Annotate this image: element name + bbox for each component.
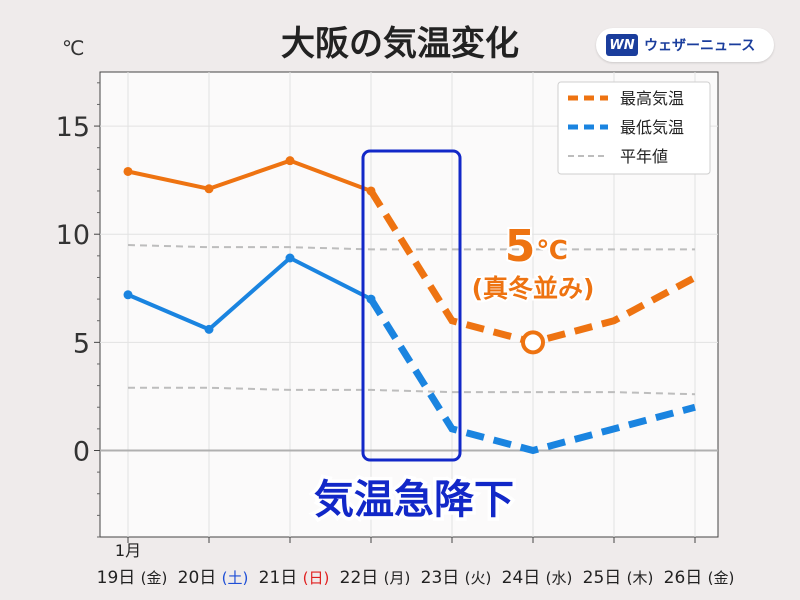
y-tick-label: 5 [73,328,90,359]
y-tick-label: 0 [73,436,90,467]
max-temp-point [285,156,295,166]
x-day-label: 24日 [502,568,541,588]
x-day-label: 26日 [664,568,703,588]
min-temp-point [285,253,295,263]
legend-label-normal: 平年値 [620,147,668,166]
highlight-point-marker [521,330,545,355]
min-temp-point [204,324,214,334]
y-axis-unit-label: ℃ [62,36,85,60]
min-temp-observed-line [127,256,372,332]
x-weekday-label: (金) [708,569,735,587]
x-day-label: 19日 [97,568,136,588]
x-weekday-label: (月) [384,569,411,587]
x-day-label: 21日 [259,568,298,588]
max-temp-point [123,166,133,176]
x-day-label: 20日 [178,568,217,588]
x-day-label: 25日 [583,568,622,588]
x-day-label: 22日 [340,568,379,588]
x-weekday-label: (水) [546,569,573,587]
brand-name: ウェザーニュース [644,38,756,54]
highlight-note-label: (真冬並み) [472,274,595,303]
min-temp-point [366,294,376,304]
normal-low-line [128,386,696,396]
x-weekday-label: (木) [627,569,654,587]
highlight-value-label: 5 [505,221,536,272]
chart-title: 大阪の気温変化 [281,24,519,64]
legend-box [557,81,711,175]
min-temp-point [123,290,133,300]
legend-label-max-temp: 最高気温 [620,89,684,108]
x-month-label: 1月 [115,541,141,560]
x-weekday-label: (金) [141,569,168,587]
brand-badge: WN ウェザーニュース [596,28,774,62]
x-weekday-label: (土) [222,569,249,587]
legend-label-min-temp: 最低気温 [620,118,684,137]
x-weekday-label: (火) [465,569,492,587]
max-temp-observed-line [127,158,372,193]
x-weekday-label: (日) [303,569,330,587]
brand-logo-icon: WN [606,34,638,56]
y-tick-label: 15 [56,112,90,143]
callout-label: 気温急降下 [314,477,514,523]
max-temp-point [366,186,376,196]
y-tick-label: 10 [56,220,90,251]
x-day-label: 23日 [421,568,460,588]
normal-high-line [127,244,695,251]
min-temp-forecast-line [368,297,696,455]
max-temp-point [204,184,214,194]
drop-highlight-box [361,149,462,462]
highlight-unit-label: ℃ [536,236,567,266]
